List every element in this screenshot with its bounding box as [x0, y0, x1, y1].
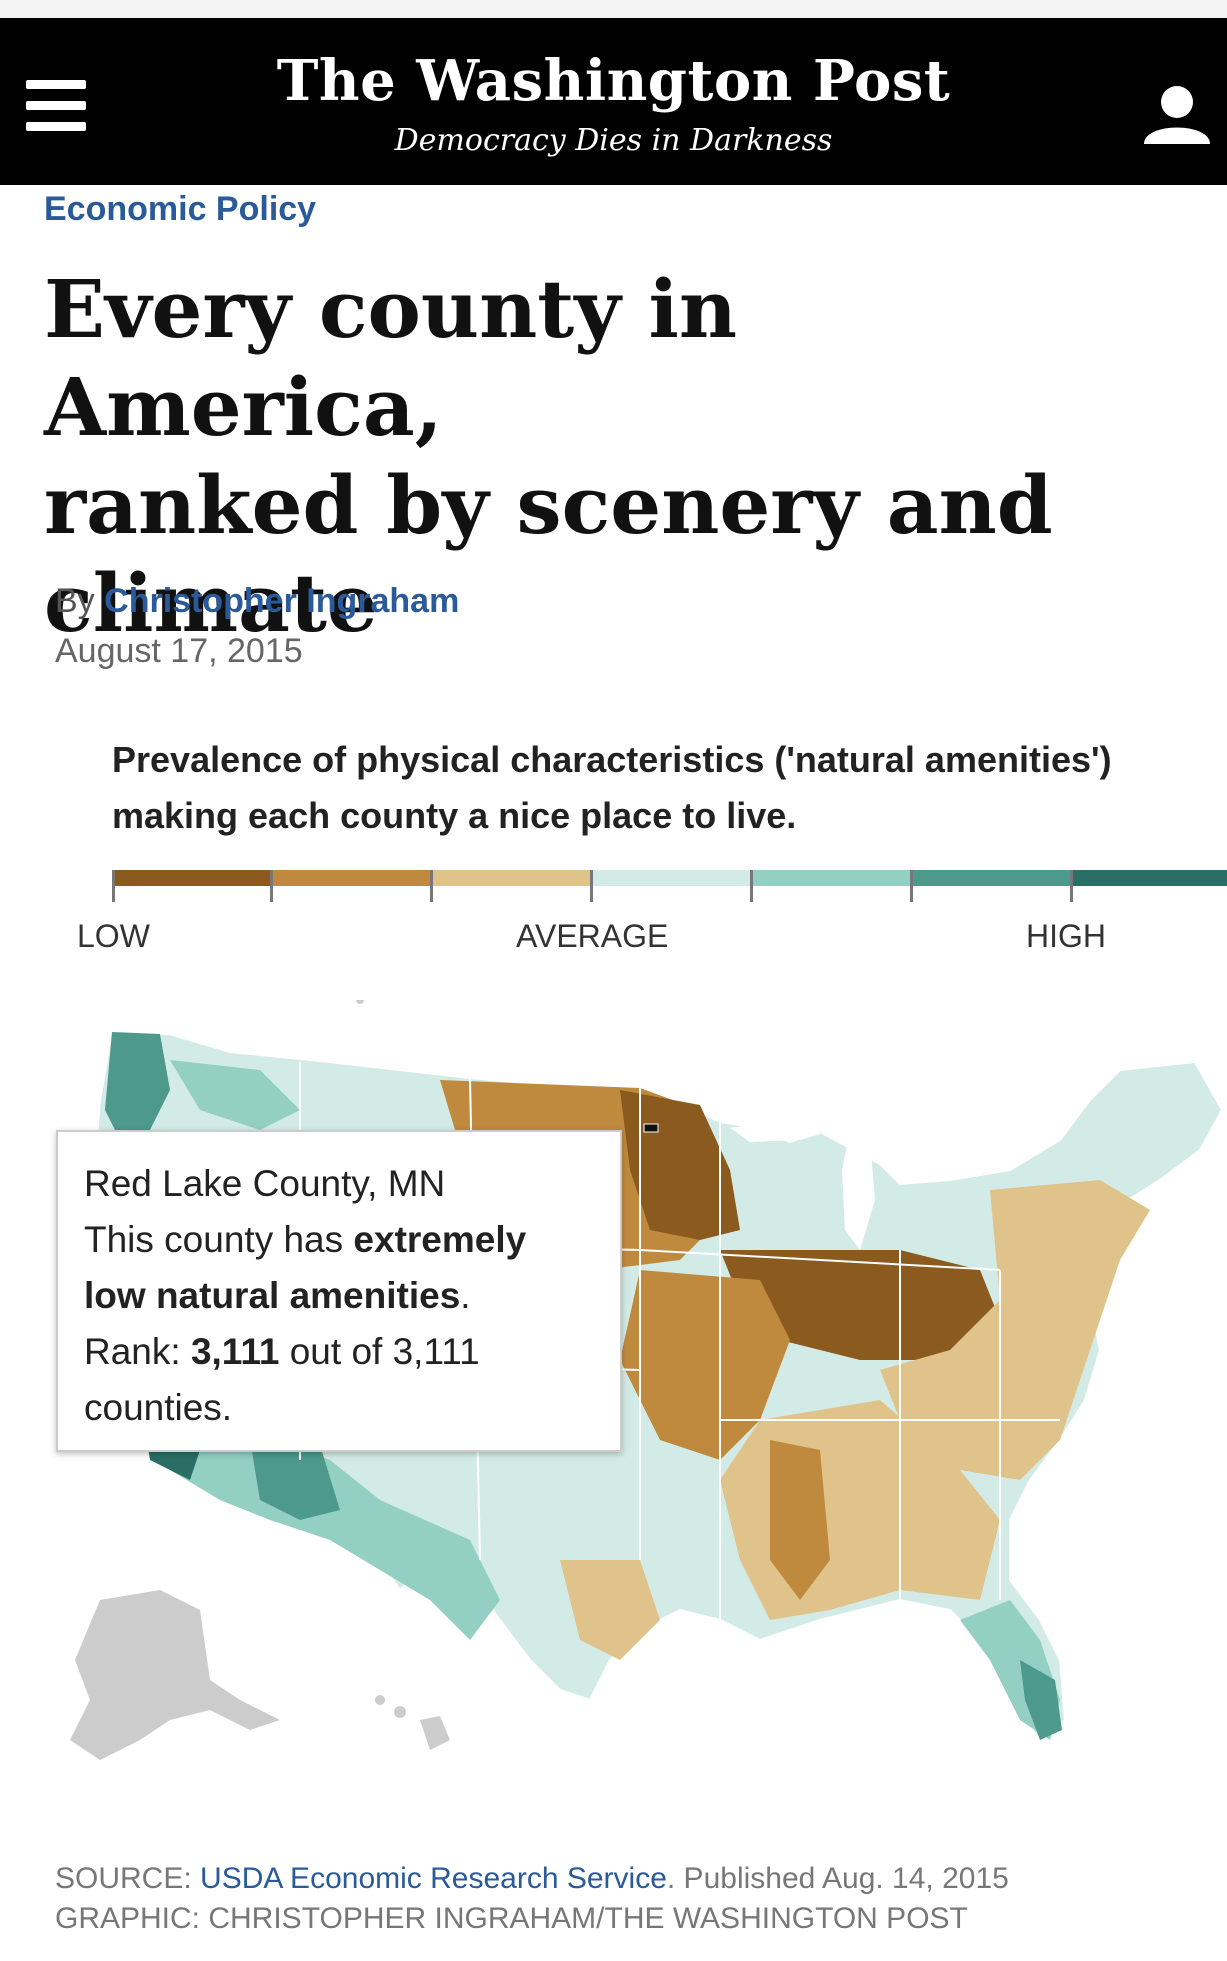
region-midwest	[720, 1250, 1000, 1360]
region-southwest	[150, 1430, 500, 1640]
publish-date: August 17, 2015	[55, 632, 303, 670]
tooltip-county-name: Red Lake County, MN	[84, 1163, 446, 1204]
logo-tagline: Democracy Dies in Darkness	[394, 123, 833, 158]
tooltip-text: .	[460, 1275, 471, 1316]
tooltip-text: out of 3,111	[289, 1331, 480, 1372]
tooltip-line5: counties.	[84, 1387, 233, 1428]
tooltip-line3: low natural amenities.	[84, 1268, 594, 1324]
region-northwest-light	[170, 1060, 300, 1130]
legend-swatch	[112, 870, 272, 886]
site-logo[interactable]: The Washington Post Democracy Dies in Da…	[0, 46, 1227, 162]
source-prefix: SOURCE:	[55, 1862, 192, 1895]
legend-swatch	[592, 870, 752, 886]
lake-michigan	[842, 1130, 875, 1250]
lake-superior	[730, 1118, 840, 1142]
hawaii-shape	[356, 1000, 450, 1750]
hamburger-menu-icon[interactable]	[26, 80, 86, 132]
headline-line: Every county in America,	[44, 262, 738, 454]
legend-tick	[112, 870, 115, 902]
legend-label-average: AVERAGE	[516, 918, 669, 954]
legend-tick	[270, 870, 273, 902]
highlighted-county	[643, 1123, 659, 1133]
legend-tick	[910, 870, 913, 902]
alaska-shape	[70, 1590, 280, 1760]
region-south-florida-dark	[1020, 1660, 1062, 1740]
legend-label-low: LOW	[77, 918, 150, 954]
tooltip-bold: low natural amenities	[84, 1275, 461, 1316]
region-arizona-dark	[250, 1440, 340, 1520]
tooltip-text: Rank:	[84, 1331, 181, 1372]
legend-swatch	[1072, 870, 1227, 886]
user-icon[interactable]	[1140, 82, 1214, 146]
chart-description: Prevalence of physical characteristics (…	[112, 739, 1112, 836]
logo-title: The Washington Post	[276, 48, 951, 114]
legend-swatch	[752, 870, 912, 886]
color-legend	[112, 870, 1227, 902]
tooltip-bold: extremely	[353, 1219, 527, 1260]
region-mississippi-brown	[770, 1440, 830, 1600]
tooltip-text: This county has	[84, 1219, 344, 1260]
legend-label-high: HIGH	[1026, 918, 1106, 954]
legend-tick	[430, 870, 433, 902]
section-kicker[interactable]: Economic Policy	[44, 190, 317, 228]
legend-swatch	[912, 870, 1072, 886]
tooltip-rank: Rank: 3,111 out of 3,111	[84, 1324, 594, 1380]
region-texas-tan	[560, 1560, 660, 1660]
tooltip-line2: This county has extremely	[84, 1212, 594, 1268]
graphic-credit: GRAPHIC: CHRISTOPHER INGRAHAM/THE WASHIN…	[55, 1902, 968, 1935]
legend-tick	[750, 870, 753, 902]
article-headline: Every county in America, ranked by scene…	[44, 260, 1144, 652]
legend-tick	[590, 870, 593, 902]
legend-tick	[1070, 870, 1073, 902]
region-pacific-nw	[105, 1032, 170, 1150]
tooltip-rank-value: 3,111	[190, 1331, 280, 1372]
author-link[interactable]: Christopher Ingraham	[104, 582, 460, 620]
headline-line: climate	[44, 556, 378, 650]
county-tooltip: Red Lake County, MN This county has extr…	[56, 1130, 622, 1452]
region-east-tan	[880, 1180, 1150, 1480]
top-strip	[0, 0, 1227, 18]
byline-prefix: By	[55, 582, 95, 620]
masthead: The Washington Post Democracy Dies in Da…	[0, 18, 1227, 185]
source-link[interactable]: USDA Economic Research Service	[200, 1862, 667, 1895]
headline-line: ranked by scenery and	[44, 458, 1053, 552]
source-suffix: . Published Aug. 14, 2015	[666, 1862, 1009, 1895]
source-credit: SOURCE: USDA Economic Research Service. …	[55, 1862, 1009, 1896]
region-central-brown	[620, 1270, 790, 1460]
legend-swatch	[272, 870, 432, 886]
legend-swatch	[432, 870, 592, 886]
byline: By Christopher Ingraham	[55, 582, 459, 621]
